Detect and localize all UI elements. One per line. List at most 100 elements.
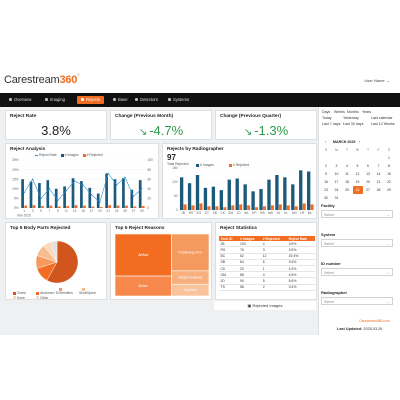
calendar-day[interactable]: 29 bbox=[387, 188, 391, 192]
calendar-day[interactable]: 19 bbox=[355, 180, 360, 184]
y-left-tick-label: 0% bbox=[14, 206, 19, 210]
calendar-day[interactable]: 15 bbox=[387, 172, 391, 176]
calendar-day[interactable]: 18 bbox=[345, 180, 349, 184]
column-header[interactable]: Tech ID bbox=[219, 236, 239, 242]
legend-swatch bbox=[59, 287, 62, 291]
table-cell: 64 bbox=[238, 259, 262, 266]
rejected-bar bbox=[116, 205, 120, 208]
table-cell: 62 bbox=[238, 253, 262, 260]
calendar-day[interactable]: 2 bbox=[325, 164, 327, 168]
calendar-day[interactable]: 4 bbox=[346, 164, 348, 168]
calendar-day[interactable]: 3 bbox=[335, 164, 338, 168]
calendar-day[interactable]: 13 bbox=[366, 172, 370, 176]
calendar-day[interactable]: 8 bbox=[388, 164, 390, 168]
calendar-day[interactable]: 24 bbox=[334, 188, 339, 192]
chart-legend: Reject Rate # Images # Rejected bbox=[32, 153, 103, 157]
images-bar bbox=[88, 187, 92, 208]
table-cell: 90 bbox=[238, 277, 262, 285]
quick-range-option[interactable]: Days bbox=[322, 110, 331, 114]
filter-select[interactable]: Select ⌄ bbox=[321, 268, 393, 276]
quick-range-option[interactable]: Months bbox=[347, 110, 359, 114]
legend-item: Other bbox=[33, 296, 56, 300]
table-cell: 76 bbox=[238, 246, 262, 254]
calendar-day[interactable]: 7 bbox=[377, 164, 380, 168]
calendar-day[interactable]: 1 bbox=[388, 156, 390, 160]
rejected-bar bbox=[231, 205, 235, 210]
calendar-day[interactable]: 16 bbox=[324, 180, 328, 184]
rejected-bar bbox=[49, 205, 53, 208]
calendar-day[interactable]: 9 bbox=[325, 172, 327, 176]
calendar-day[interactable]: 28 bbox=[376, 188, 381, 192]
calendar-day[interactable]: 23 bbox=[324, 188, 328, 192]
table-cell: 4 bbox=[261, 271, 288, 279]
table-row[interactable]: BC 62 12 19.4% bbox=[219, 253, 315, 260]
calendar-day[interactable]: 10 bbox=[334, 172, 339, 176]
calendar-day[interactable]: 25 bbox=[345, 188, 349, 192]
quick-range-option[interactable]: Last 30 days bbox=[343, 122, 364, 126]
x-tick-label: EO bbox=[197, 211, 202, 215]
calendar-day[interactable]: 14 bbox=[376, 172, 381, 176]
table-row[interactable]: GM 88 4 4.5% bbox=[219, 271, 315, 279]
filter-select[interactable]: Select ⌄ bbox=[321, 239, 393, 247]
calendar-day[interactable]: 5 bbox=[356, 164, 359, 168]
nav-imaging[interactable]: Imaging bbox=[41, 96, 69, 104]
legend-item: Skull/Spine bbox=[79, 287, 102, 296]
nav-systems[interactable]: Systems bbox=[164, 96, 193, 104]
quick-range-option[interactable]: Yesterday bbox=[343, 116, 359, 120]
rejected-bar bbox=[223, 207, 227, 210]
total-rejected-value: 97 bbox=[167, 153, 176, 162]
calendar-day[interactable]: 21 bbox=[376, 180, 381, 184]
quick-range-option[interactable]: Last calendar bbox=[371, 116, 393, 120]
nav-base[interactable]: Base bbox=[109, 96, 132, 104]
rejects-by-radiographer-card: Rejects by Radiographer 97 Total Rejecte… bbox=[162, 143, 317, 219]
calendar-day[interactable]: 20 bbox=[366, 180, 370, 184]
rejected-bar bbox=[310, 204, 314, 210]
quick-range-option[interactable]: Today bbox=[322, 116, 332, 120]
column-header[interactable]: # Images bbox=[238, 236, 262, 242]
carestream-logo[interactable]: Carestream360° bbox=[4, 74, 80, 86]
calendar-day[interactable]: 6 bbox=[367, 164, 369, 168]
table-cell: SB bbox=[219, 259, 239, 266]
column-header[interactable]: Reject Rate bbox=[287, 236, 315, 242]
calendar-day[interactable]: 31 bbox=[334, 196, 339, 200]
table-row[interactable]: RS 76 3 3.9% bbox=[219, 246, 315, 254]
carestream-link[interactable]: Carestream360.com bbox=[359, 319, 390, 323]
x-tick-label: 15 bbox=[81, 209, 85, 213]
nav-rejects[interactable]: Rejects bbox=[77, 96, 104, 104]
table-row[interactable]: SB 64 6 9.4% bbox=[219, 259, 315, 266]
images-bar bbox=[187, 183, 192, 210]
calendar-day[interactable]: 26 bbox=[352, 186, 363, 194]
calendar-day[interactable]: 27 bbox=[366, 188, 370, 192]
table-row[interactable]: CK 23 1 4.3% bbox=[219, 265, 315, 273]
x-tick-label: LR bbox=[300, 211, 305, 215]
table-row[interactable]: JD 90 5 5.6% bbox=[219, 277, 315, 285]
table-cell: JB bbox=[219, 241, 239, 248]
legend-item: Extremities bbox=[56, 287, 79, 296]
table-row[interactable]: TS 58 2 3.4% bbox=[219, 284, 315, 291]
calendar-day[interactable]: 22 bbox=[387, 180, 391, 184]
filter-select[interactable]: Select ⌄ bbox=[321, 297, 393, 305]
rejects-by-radiographer-chart: 0 60 120 180 JB RS EO DT SB CK GM JD WL EP RB AW JU KL AM L… bbox=[172, 166, 314, 215]
calendar-next[interactable]: › bbox=[359, 140, 361, 144]
legend-label: Skull/Spine bbox=[79, 291, 96, 296]
nav-detectors[interactable]: Detectors bbox=[131, 96, 162, 104]
calendar-prev[interactable]: ‹ bbox=[325, 140, 327, 144]
calendar-day[interactable]: 30 bbox=[324, 196, 328, 200]
quick-range-option[interactable]: Weeks bbox=[334, 110, 345, 114]
column-header[interactable]: # Rejected bbox=[261, 236, 288, 242]
filter-select[interactable]: Select ⌄ bbox=[321, 210, 393, 218]
calendar-day[interactable]: 12 bbox=[355, 172, 360, 176]
x-tick-label: 23 bbox=[115, 209, 119, 213]
calendar-day[interactable]: 17 bbox=[334, 180, 339, 184]
quick-range-option[interactable]: Last 12 Weeks bbox=[371, 122, 395, 126]
table-row[interactable]: JB 103 4 3.9% bbox=[219, 241, 315, 248]
rejected-bar bbox=[255, 207, 259, 210]
quick-range-option[interactable]: Last 7 days bbox=[322, 122, 341, 126]
filter-placeholder: Select bbox=[324, 300, 334, 304]
calendar-day[interactable]: 11 bbox=[345, 172, 349, 176]
quick-range-option[interactable]: Years bbox=[362, 110, 372, 114]
rejected-images-button[interactable]: ▣ Rejected Images bbox=[214, 301, 316, 310]
nav-overview[interactable]: Overview bbox=[5, 96, 35, 104]
user-menu[interactable]: User Name ⌄ bbox=[364, 78, 390, 83]
rejected-bar bbox=[41, 206, 44, 208]
